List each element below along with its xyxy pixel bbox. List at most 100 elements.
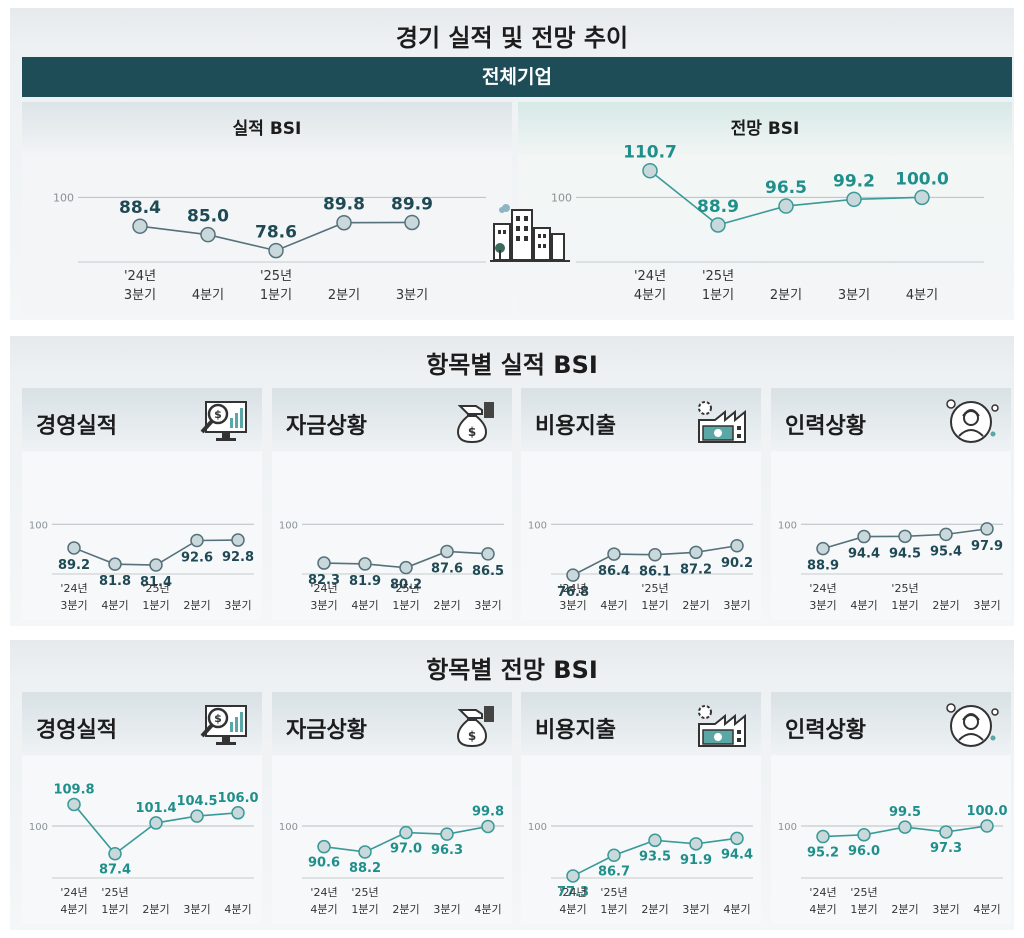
tick-label: 2분기 xyxy=(433,599,460,612)
data-label: 90.6 xyxy=(308,856,340,871)
tick-label: '25년 xyxy=(142,582,169,595)
tick-label: 2분기 xyxy=(891,903,918,916)
chart-title: 전망 BSI xyxy=(730,119,800,139)
data-point xyxy=(149,816,163,830)
data-label: 95.2 xyxy=(807,846,839,861)
data-label: 81.4 xyxy=(140,575,172,590)
monitor-magnifier-dollar-icon: $ xyxy=(200,705,247,745)
data-label: 109.8 xyxy=(53,782,94,797)
data-label: 80.2 xyxy=(390,578,422,593)
data-label: 88.9 xyxy=(807,559,839,574)
tick-label: '24년 xyxy=(559,582,586,595)
data-label: 87.2 xyxy=(680,562,712,577)
chart-title: 경영실적 xyxy=(36,414,117,439)
data-point xyxy=(200,226,216,243)
panel-actual-management: 경영실적 $100 89.2 '24년 3분기 81.8 4분기 81.4'25년 1분기 92.… xyxy=(22,388,262,620)
data-point xyxy=(648,833,662,848)
panel-actual-cost: 비용지출 100 76.8'24년 3분기 86.4 4분기 86.1 '25년 1분기 87.2… xyxy=(521,388,761,620)
chart-forecast-funding: 100 90.6 '24년 4분기 88.2 '25년 1분기 97.0 2분기 96.3 3분기 9… xyxy=(279,804,504,916)
data-point xyxy=(67,797,81,812)
tick-label: 3분기 xyxy=(838,288,870,303)
data-point xyxy=(816,541,830,556)
tick-label: '25년 xyxy=(260,269,292,284)
data-label: 110.7 xyxy=(623,143,677,163)
tick-label: 3분기 xyxy=(682,903,709,916)
data-point xyxy=(816,829,830,844)
chart-title: 인력상황 xyxy=(785,718,866,743)
data-point xyxy=(317,839,331,854)
tick-label: 3분기 xyxy=(183,903,210,916)
tick-label: 1분기 xyxy=(351,903,378,916)
data-label: 85.0 xyxy=(187,207,229,227)
data-label: 100.0 xyxy=(895,169,949,189)
data-point xyxy=(481,547,495,561)
data-point xyxy=(689,837,703,851)
data-label: 97.3 xyxy=(930,841,962,856)
tick-label: 2분기 xyxy=(770,288,802,303)
data-label: 86.7 xyxy=(598,864,630,879)
data-point xyxy=(642,162,658,179)
data-point xyxy=(914,189,930,206)
data-point xyxy=(132,218,148,234)
data-point xyxy=(939,825,953,839)
forecast-section-title: 항목별 전망 BSI xyxy=(426,656,598,684)
tick-label: 4분기 xyxy=(101,599,128,612)
svg-text:$: $ xyxy=(214,408,222,421)
tick-label: '24년 xyxy=(310,886,337,899)
tick-label: '25년 xyxy=(702,269,734,284)
tick-label: 4분기 xyxy=(559,903,586,916)
tick-label: 4분기 xyxy=(634,288,666,303)
data-point xyxy=(317,556,331,570)
data-label: 91.9 xyxy=(680,853,712,868)
data-label: 99.5 xyxy=(889,805,921,820)
tick-label: 1분기 xyxy=(392,599,419,612)
tick-label: 3분기 xyxy=(932,903,959,916)
tick-label: '25년 xyxy=(392,582,419,595)
tick-label: 4분기 xyxy=(60,903,87,916)
reference-label: 100 xyxy=(29,822,48,833)
chart-title: 비용지출 xyxy=(535,414,616,439)
data-point xyxy=(730,539,744,553)
chart-actual-funding: 100 82.3'24년 3분기 81.9 4분기 80.2'25년 1분기 87.6 2분기 8… xyxy=(279,520,504,612)
panel-actual-workforce: 인력상황 100 88.9 '24년 3분기 94.4 4분기 94.5 '25년 1분기 95.4… xyxy=(771,388,1011,620)
data-label: 87.6 xyxy=(431,561,463,576)
data-label: 97.9 xyxy=(971,539,1003,554)
worker-avatar-icon xyxy=(946,703,999,747)
chart-forecast-management: 100 109.8 '24년 4분기 87.4 '25년 1분기 101.4 2분기 104.5 3… xyxy=(29,782,259,916)
data-point xyxy=(399,825,413,840)
data-label: 94.4 xyxy=(721,847,753,862)
data-point xyxy=(231,533,245,547)
chart-forecast-cost: 100 77.3'24년 4분기 86.7 '25년 1분기 93.5 2분기 91.9 3분기 9… xyxy=(528,822,753,916)
tick-label: 4분기 xyxy=(906,288,938,303)
reference-label: 100 xyxy=(29,520,48,531)
data-point xyxy=(857,828,871,842)
svg-text:$: $ xyxy=(468,729,476,743)
data-label: 97.0 xyxy=(390,842,422,857)
chart-title: 자금상황 xyxy=(286,414,367,439)
data-point xyxy=(149,558,163,572)
panel-top-actual: 실적 BSI 100 88.4 '24년 3분기 85.0 4분기 78.6 '25년 1분기 8… xyxy=(22,102,512,316)
panel-forecast-workforce: 인력상황 100 95.2 '24년 4분기 96.0 '25년 1분기 99.5 2분기 97.3… xyxy=(771,692,1011,924)
factory-gear-cash-icon xyxy=(698,705,746,747)
data-point xyxy=(481,819,495,834)
tick-label: 3분기 xyxy=(559,599,586,612)
chart-title: 인력상황 xyxy=(785,414,866,439)
tick-label: 3분기 xyxy=(474,599,501,612)
tick-label: 3분기 xyxy=(124,288,156,303)
tick-label: '24년 xyxy=(60,582,87,595)
tick-label: 2분기 xyxy=(932,599,959,612)
tick-label: 1분기 xyxy=(891,599,918,612)
tick-label: 4분기 xyxy=(224,903,251,916)
tick-label: 2분기 xyxy=(641,903,668,916)
data-label: 90.2 xyxy=(721,556,753,571)
data-point xyxy=(710,217,726,233)
tick-label: '25년 xyxy=(641,582,668,595)
data-label: 96.3 xyxy=(431,843,463,858)
data-label: 81.9 xyxy=(349,574,381,589)
chart-title: 경영실적 xyxy=(36,718,117,743)
chart-top-forecast: 100 110.7 '24년 4분기 88.9 '25년 1분기 96.5 2분기 99.2 3분기… xyxy=(551,143,984,303)
reference-label: 100 xyxy=(53,191,74,204)
tick-label: 4분기 xyxy=(723,903,750,916)
data-label: 96.0 xyxy=(848,844,880,859)
data-label: 100.0 xyxy=(966,804,1007,819)
